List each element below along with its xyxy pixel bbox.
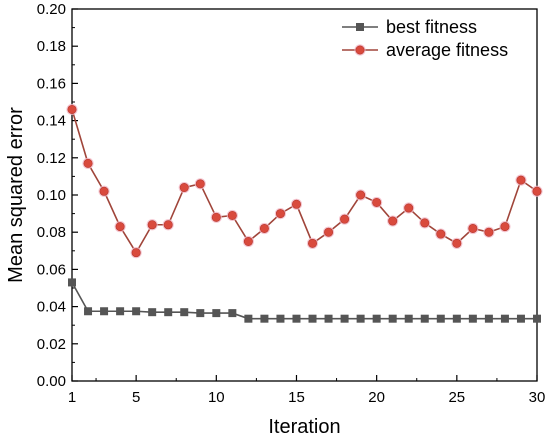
data-point-square — [212, 309, 221, 318]
data-point-square — [292, 314, 301, 323]
data-point-circle — [211, 212, 221, 222]
legend-entry: average fitness — [342, 40, 508, 60]
x-axis-title: Iteration — [268, 416, 340, 438]
data-point-square — [308, 314, 317, 323]
y-tick-label: 0.16 — [37, 75, 66, 92]
data-point-square — [356, 314, 365, 323]
data-point-circle — [356, 190, 366, 200]
y-tick-label: 0.14 — [37, 113, 66, 130]
y-tick-label: 0.00 — [37, 373, 66, 390]
y-tick-label: 0.06 — [37, 261, 66, 278]
data-point-square — [100, 307, 109, 316]
x-tick-label: 20 — [368, 389, 385, 406]
data-point-square — [372, 314, 381, 323]
data-point-circle — [243, 237, 253, 247]
data-point-circle — [227, 210, 237, 220]
data-point-square — [388, 314, 397, 323]
data-point-square — [244, 314, 253, 323]
legend-label: average fitness — [386, 40, 508, 60]
y-tick-label: 0.02 — [37, 336, 66, 353]
data-point-square — [68, 278, 76, 287]
y-tick-label: 0.08 — [37, 224, 66, 241]
series-average-fitness — [66, 103, 543, 259]
data-point-circle — [259, 223, 269, 233]
data-point-circle — [291, 199, 301, 209]
data-point-square — [164, 308, 173, 317]
data-point-circle — [67, 104, 77, 114]
data-point-square — [452, 314, 461, 323]
data-point-square — [148, 308, 157, 317]
data-point-circle — [195, 179, 205, 189]
data-point-square — [436, 314, 445, 323]
x-tick-label: 30 — [529, 389, 546, 406]
data-point-square — [116, 307, 125, 316]
data-point-circle — [163, 220, 173, 230]
series-best-fitness — [68, 278, 541, 323]
data-point-circle — [372, 197, 382, 207]
data-point-square — [132, 307, 141, 316]
data-point-circle — [275, 209, 285, 219]
legend-label: best fitness — [386, 17, 477, 37]
y-tick-label: 0.18 — [37, 38, 66, 55]
data-point-circle — [147, 220, 157, 230]
data-point-circle — [484, 227, 494, 237]
y-tick-label: 0.04 — [37, 299, 66, 316]
data-point-square — [276, 314, 285, 323]
data-point-circle — [131, 248, 141, 258]
data-point-circle — [83, 158, 93, 168]
data-point-square — [180, 308, 189, 317]
data-point-square — [404, 314, 413, 323]
x-tick-label: 5 — [132, 389, 140, 406]
series-line — [71, 282, 537, 320]
data-point-circle — [324, 227, 334, 237]
data-point-circle — [308, 238, 318, 248]
y-tick-label: 0.20 — [37, 1, 66, 18]
data-point-square — [228, 309, 237, 318]
series-line — [71, 109, 538, 255]
data-point-square — [468, 314, 477, 323]
data-point-square — [84, 307, 93, 316]
data-point-square — [500, 314, 509, 323]
x-tick-label: 25 — [448, 389, 465, 406]
legend-marker-circle — [355, 45, 365, 55]
data-point-circle — [340, 214, 350, 224]
data-point-square — [420, 314, 429, 323]
data-point-square — [340, 314, 349, 323]
data-point-circle — [516, 175, 526, 185]
data-point-circle — [404, 203, 414, 213]
y-tick-label: 0.10 — [37, 187, 66, 204]
data-point-square — [533, 314, 541, 323]
legend-entry: best fitness — [342, 17, 477, 37]
data-point-square — [484, 314, 493, 323]
data-point-square — [516, 314, 525, 323]
data-point-circle — [115, 222, 125, 232]
x-tick-label: 15 — [288, 389, 305, 406]
x-tick-label: 10 — [208, 389, 225, 406]
axes: 0.00 0.02 0.04 0.06 0.08 0.10 0.12 0.14 0.16 0.18… — [37, 1, 546, 406]
data-point-square — [196, 309, 205, 318]
legend: best fitness average fitness — [342, 17, 508, 60]
legend-marker-square — [356, 23, 364, 31]
data-point-circle — [500, 222, 510, 232]
data-point-circle — [436, 229, 446, 239]
data-point-circle — [532, 186, 542, 196]
y-tick-label: 0.12 — [37, 150, 66, 167]
data-point-circle — [179, 183, 189, 193]
data-point-square — [260, 314, 269, 323]
plot-frame — [71, 8, 538, 382]
data-point-circle — [388, 216, 398, 226]
x-tick-label: 1 — [68, 389, 76, 406]
data-point-square — [324, 314, 333, 323]
data-point-circle — [99, 186, 109, 196]
series-layer — [66, 103, 543, 323]
data-point-circle — [452, 238, 462, 248]
data-point-circle — [468, 223, 478, 233]
y-axis-title: Mean squared error — [5, 107, 27, 283]
data-point-circle — [420, 218, 430, 228]
